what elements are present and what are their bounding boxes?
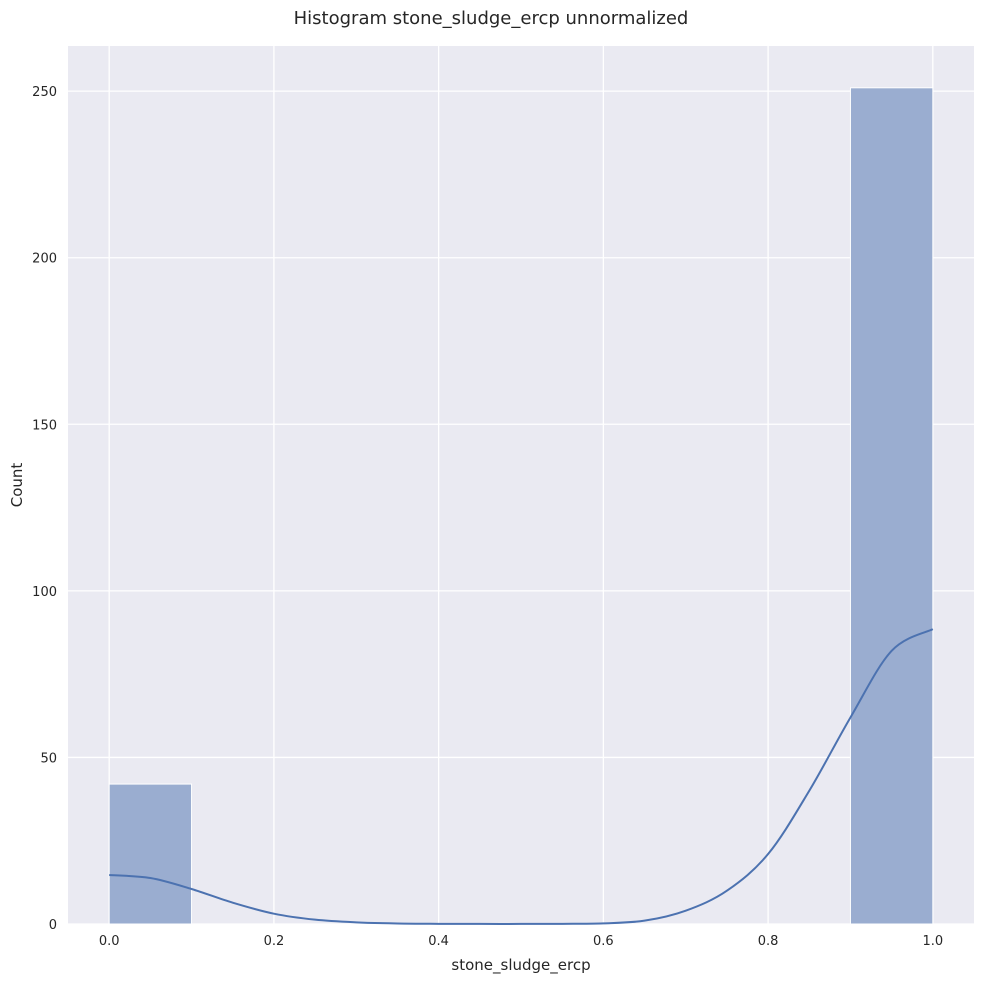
y-axis-ticks: 0 50 100 150 200 250 [32,85,57,933]
histogram-bar-0 [108,783,193,925]
x-tick-label: 0.4 [428,934,449,949]
plot-area [68,46,974,924]
y-tick-label: 150 [32,418,57,433]
x-axis-label: stone_sludge_ercp [451,956,590,975]
x-tick-label: 1.0 [922,934,943,949]
x-axis-ticks: 0.0 0.2 0.4 0.6 0.8 1.0 [99,934,943,949]
histogram-bars [108,87,934,925]
y-axis-label: Count [8,463,26,508]
y-tick-label: 50 [40,751,57,766]
y-tick-label: 250 [32,85,57,100]
kde-line [109,628,934,925]
x-tick-label: 0.8 [758,934,779,949]
kde-curve-group [109,628,934,925]
chart-title: Histogram stone_sludge_ercp unnormalized [294,8,689,29]
y-tick-label: 200 [32,252,57,267]
histogram-bar-9 [849,87,934,925]
y-tick-label: 0 [49,918,57,933]
x-tick-label: 0.6 [593,934,614,949]
x-tick-label: 0.0 [99,934,120,949]
y-tick-label: 100 [32,585,57,600]
x-tick-label: 0.2 [264,934,285,949]
